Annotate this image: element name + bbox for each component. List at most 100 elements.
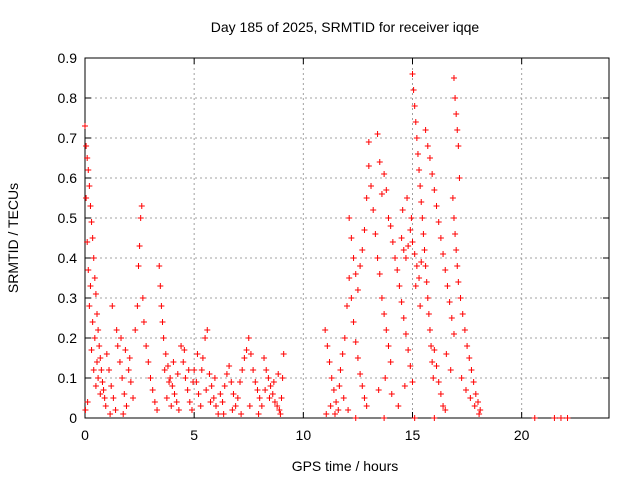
data-point	[429, 359, 436, 365]
data-point	[83, 195, 90, 201]
data-point	[331, 411, 338, 417]
data-point	[208, 383, 215, 389]
data-point	[215, 411, 222, 417]
data-point	[430, 375, 437, 381]
data-point	[425, 311, 432, 317]
data-point	[180, 359, 187, 365]
data-point	[173, 399, 180, 405]
data-point	[226, 363, 233, 369]
data-point	[195, 391, 202, 397]
data-point	[457, 295, 464, 301]
data-point	[442, 267, 449, 273]
axis-ticks: 0 0.1 0.2 0.3 0.4 0.5 0.6 0.7 0.8 0.9 0 5 10 15 20	[58, 50, 609, 443]
data-point	[387, 359, 394, 365]
data-point	[395, 403, 402, 409]
data-point	[361, 395, 368, 401]
data-point	[184, 387, 191, 393]
data-point	[401, 383, 408, 389]
data-point	[453, 111, 460, 117]
data-point	[162, 351, 169, 357]
data-point	[123, 403, 130, 409]
data-point	[207, 399, 214, 405]
data-point	[408, 215, 415, 221]
data-point	[228, 379, 235, 385]
data-point	[346, 215, 353, 221]
data-point	[381, 415, 388, 421]
data-point	[365, 163, 372, 169]
data-point	[267, 383, 274, 389]
data-point	[426, 327, 433, 333]
data-point	[91, 275, 98, 281]
data-point	[374, 131, 381, 137]
data-point	[564, 415, 571, 421]
data-point	[412, 283, 419, 289]
x-tick-label: 15	[405, 427, 421, 443]
data-point	[169, 383, 176, 389]
data-point	[241, 355, 248, 361]
data-point	[182, 375, 189, 381]
data-point	[437, 391, 444, 397]
data-point	[348, 295, 355, 301]
data-point	[258, 403, 265, 409]
data-point	[110, 395, 117, 401]
data-point	[324, 343, 331, 349]
data-point	[354, 287, 361, 293]
data-point	[376, 159, 383, 165]
data-point	[361, 227, 368, 233]
y-tick-label: 0.7	[58, 130, 78, 146]
data-point	[94, 359, 101, 365]
data-point	[92, 383, 99, 389]
data-point	[418, 199, 425, 205]
data-point	[411, 251, 418, 257]
data-point	[94, 311, 101, 317]
data-point	[388, 391, 395, 397]
y-tick-label: 0	[69, 410, 77, 426]
data-point	[84, 155, 91, 161]
data-point	[89, 319, 96, 325]
data-point	[140, 319, 147, 325]
data-point	[447, 367, 454, 373]
data-point	[95, 327, 102, 333]
data-point	[421, 247, 428, 253]
data-point	[422, 263, 429, 269]
data-point	[145, 359, 152, 365]
data-point	[424, 143, 431, 149]
data-point	[459, 311, 466, 317]
data-point	[107, 411, 114, 417]
data-point	[167, 375, 174, 381]
data-point	[399, 207, 406, 213]
data-point	[417, 183, 424, 189]
data-point	[239, 367, 246, 373]
data-point	[168, 403, 175, 409]
data-point	[416, 167, 423, 173]
data-point	[411, 415, 418, 421]
data-point	[350, 255, 357, 261]
data-point	[274, 403, 281, 409]
data-point	[270, 379, 277, 385]
data-point	[113, 327, 120, 333]
data-point	[138, 203, 145, 209]
data-point	[440, 251, 447, 257]
data-point	[340, 395, 347, 401]
data-point	[203, 387, 210, 393]
data-point	[277, 411, 284, 417]
data-point	[385, 215, 392, 221]
data-point	[452, 95, 459, 101]
data-point	[82, 407, 89, 413]
data-point	[404, 195, 411, 201]
data-point	[276, 407, 283, 413]
data-point	[410, 87, 417, 93]
data-point	[392, 255, 399, 261]
data-point	[344, 303, 350, 309]
data-point	[211, 375, 218, 381]
data-point	[476, 411, 483, 417]
data-point	[363, 195, 370, 201]
data-point	[402, 255, 409, 261]
data-point	[326, 359, 333, 365]
y-tick-label: 0.5	[58, 210, 78, 226]
data-point	[174, 371, 181, 377]
data-point	[471, 403, 478, 409]
data-point	[398, 235, 405, 241]
data-point	[335, 407, 342, 413]
